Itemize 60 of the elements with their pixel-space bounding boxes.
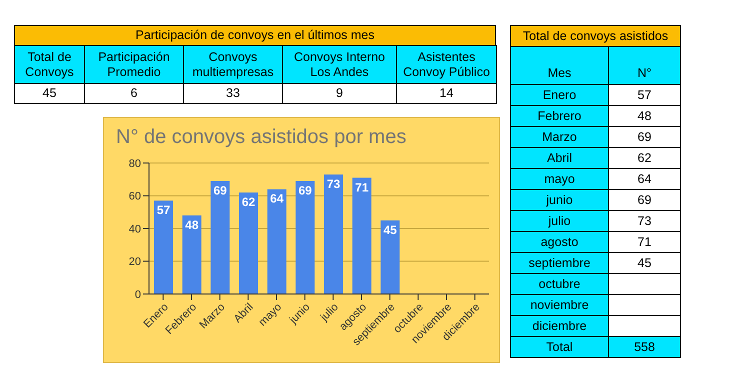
category-label: Total de Convoys — [14, 45, 85, 84]
data-label: 558 — [608, 336, 681, 358]
data-label: 64 — [270, 192, 284, 206]
category-label: Convoys multiempresas — [183, 45, 283, 84]
data-label: 14 — [396, 83, 497, 104]
y-tick-label: 40 — [128, 223, 141, 236]
data-label: 69 — [213, 184, 228, 198]
bar — [239, 192, 258, 294]
data-label: 45 — [383, 222, 398, 237]
bar — [324, 174, 343, 294]
category-label: Enero — [510, 84, 609, 106]
category-label: Total — [510, 336, 609, 358]
bar — [380, 220, 400, 294]
data-label: 71 — [355, 180, 369, 194]
category-label: junio — [510, 189, 609, 211]
category-label: Asistentes Convoy Público — [396, 45, 497, 84]
text: Participación de convoys en el últimos mes — [14, 25, 496, 46]
data-label: 73 — [326, 176, 340, 191]
bar — [210, 181, 230, 294]
data-label: 57 — [608, 84, 681, 106]
text: N° — [608, 46, 681, 85]
category-label: agosto — [510, 231, 609, 253]
y-tick-label: 80 — [128, 158, 141, 170]
data-label: 69 — [608, 189, 681, 211]
category-label: Convoys Interno Los Andes — [282, 45, 397, 84]
data-label: 33 — [183, 83, 283, 104]
category-label: Abril — [510, 147, 609, 169]
category-label: julio — [510, 210, 609, 232]
chart-title: N° de convoys asistidos por mes — [116, 126, 406, 149]
bar — [182, 215, 202, 294]
data-label: 45 — [608, 252, 681, 274]
data-label: 48 — [608, 105, 681, 127]
data-label: 62 — [608, 147, 681, 169]
y-tick-label: 60 — [128, 190, 141, 203]
bar — [154, 200, 173, 294]
category-label: mayo — [510, 168, 609, 190]
y-tick-label: 20 — [128, 256, 141, 268]
data-label: 9 — [282, 83, 397, 104]
text: Total de convoys asistidos — [510, 25, 681, 47]
data-label: 57 — [156, 203, 170, 218]
data-label: 69 — [608, 126, 681, 148]
category-label: Marzo — [510, 126, 609, 148]
category-label: septiembre — [510, 252, 609, 274]
bar — [352, 178, 372, 294]
data-label: 6 — [84, 83, 184, 104]
bar — [296, 181, 315, 294]
category-label: Febrero — [510, 105, 609, 127]
bar — [267, 189, 286, 294]
data-label: 73 — [608, 210, 681, 232]
data-label: 62 — [242, 194, 256, 209]
data-label: 71 — [608, 231, 681, 253]
category-label: Participación Promedio — [84, 45, 184, 84]
category-label: octubre — [510, 273, 609, 295]
data-label: 69 — [298, 184, 312, 198]
x-tick-label: julio — [318, 301, 341, 324]
data-label: 48 — [185, 218, 199, 232]
text: Mes — [510, 46, 609, 85]
y-tick-label: 0 — [134, 288, 141, 301]
data-label: 64 — [608, 168, 681, 190]
data-label: 45 — [14, 83, 85, 104]
